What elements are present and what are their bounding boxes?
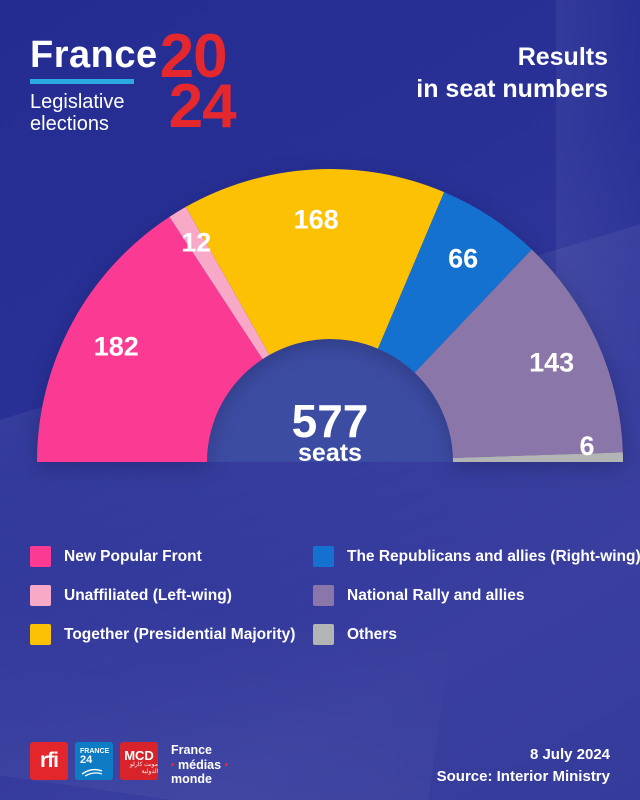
segment-new-popular-front [37, 216, 263, 462]
segment-the-republicans-and-allies-right-wing [377, 192, 532, 373]
france-medias-monde-logo: France médias monde [171, 742, 229, 787]
segment-unaffiliated-left-wing [169, 206, 270, 360]
footer: rfi FRANCE 24 MCD مونت كارلو الدولية Fra… [30, 742, 610, 788]
mcd-logo-text: MCD [124, 748, 154, 764]
legend-swatch [313, 585, 334, 606]
legend-label: National Rally and allies [347, 586, 525, 604]
mcd-logo-arabic-text: مونت كارلو الدولية [129, 762, 158, 775]
brand-year-top: 20 [159, 22, 228, 91]
legend-label: Together (Presidential Majority) [64, 625, 296, 643]
brand-underline-bar [30, 79, 134, 84]
brand-subtitle-line1: Legislative [30, 91, 125, 113]
legend-item-together-presidential-majority: Together (Presidential Majority) [30, 624, 313, 645]
legend-label: The Republicans and allies (Right-wing) [347, 547, 640, 565]
brand-name: France [30, 34, 158, 76]
fmm-line2: médias [171, 758, 229, 773]
france24-logo-text1: FRANCE [80, 747, 110, 755]
chart-inner-disc [207, 339, 453, 462]
page-title-line1: Results [517, 43, 608, 71]
legend-swatch [30, 546, 51, 567]
page-title: Results in seat numbers [416, 42, 608, 106]
segment-label-others: 6 [579, 431, 594, 461]
publication-date: 8 July 2024 [529, 746, 610, 763]
legend-item-the-republicans-and-allies-right-wing: The Republicans and allies (Right-wing) [313, 546, 640, 567]
france24-logo: FRANCE 24 [75, 742, 113, 780]
publication-meta: 8 July 2024 Source: Interior Ministry [437, 742, 610, 788]
chart-legend: New Popular Front Unaffiliated (Left-wing… [30, 546, 640, 645]
legend-swatch [30, 624, 51, 645]
segment-label-together-presidential-majority: 168 [294, 204, 339, 234]
brand-year: 20 24 [159, 22, 237, 141]
segment-label-new-popular-front: 182 [94, 331, 139, 361]
red-dot-icon [171, 763, 174, 767]
segment-together-presidential-majority [185, 169, 445, 355]
legend-label: Unaffiliated (Left-wing) [64, 586, 232, 604]
publisher-logos: rfi FRANCE 24 MCD مونت كارلو الدولية Fra… [30, 742, 229, 787]
page-title-line2: in seat numbers [416, 74, 608, 103]
total-seats-unit: seats [298, 439, 362, 467]
segment-others [452, 452, 623, 462]
segment-label-national-rally-and-allies: 143 [529, 347, 574, 377]
brand-subtitle-line2: elections [30, 113, 109, 136]
legend-item-others: Others [313, 624, 640, 645]
france24-logo-text2: 24 [80, 753, 93, 766]
fmm-line3: monde [171, 772, 212, 786]
segment-national-rally-and-allies [414, 249, 623, 458]
rfi-logo: rfi [30, 742, 68, 780]
rfi-logo-text: rfi [40, 749, 59, 772]
legend-item-unaffiliated-left-wing: Unaffiliated (Left-wing) [30, 585, 313, 606]
legend-swatch [313, 624, 334, 645]
total-seats-value: 577 [292, 395, 369, 447]
legend-swatch [313, 546, 334, 567]
brand-year-bottom: 24 [168, 72, 237, 141]
segment-label-the-republicans-and-allies-right-wing: 66 [448, 244, 478, 274]
legend-label: New Popular Front [64, 547, 202, 565]
mcd-logo: MCD مونت كارلو الدولية [120, 742, 158, 780]
france24-wave-icon [81, 768, 103, 777]
legend-swatch [30, 585, 51, 606]
legend-item-new-popular-front: New Popular Front [30, 546, 313, 567]
segment-label-unaffiliated-left-wing: 12 [181, 228, 211, 258]
fmm-line1: France [171, 743, 212, 757]
legend-label: Others [347, 625, 397, 643]
brand-logo: France Legislative elections 20 24 [30, 26, 237, 138]
red-dot-icon [225, 763, 229, 767]
legend-item-national-rally-and-allies: National Rally and allies [313, 585, 640, 606]
source-note: Source: Interior Ministry [436, 767, 610, 785]
